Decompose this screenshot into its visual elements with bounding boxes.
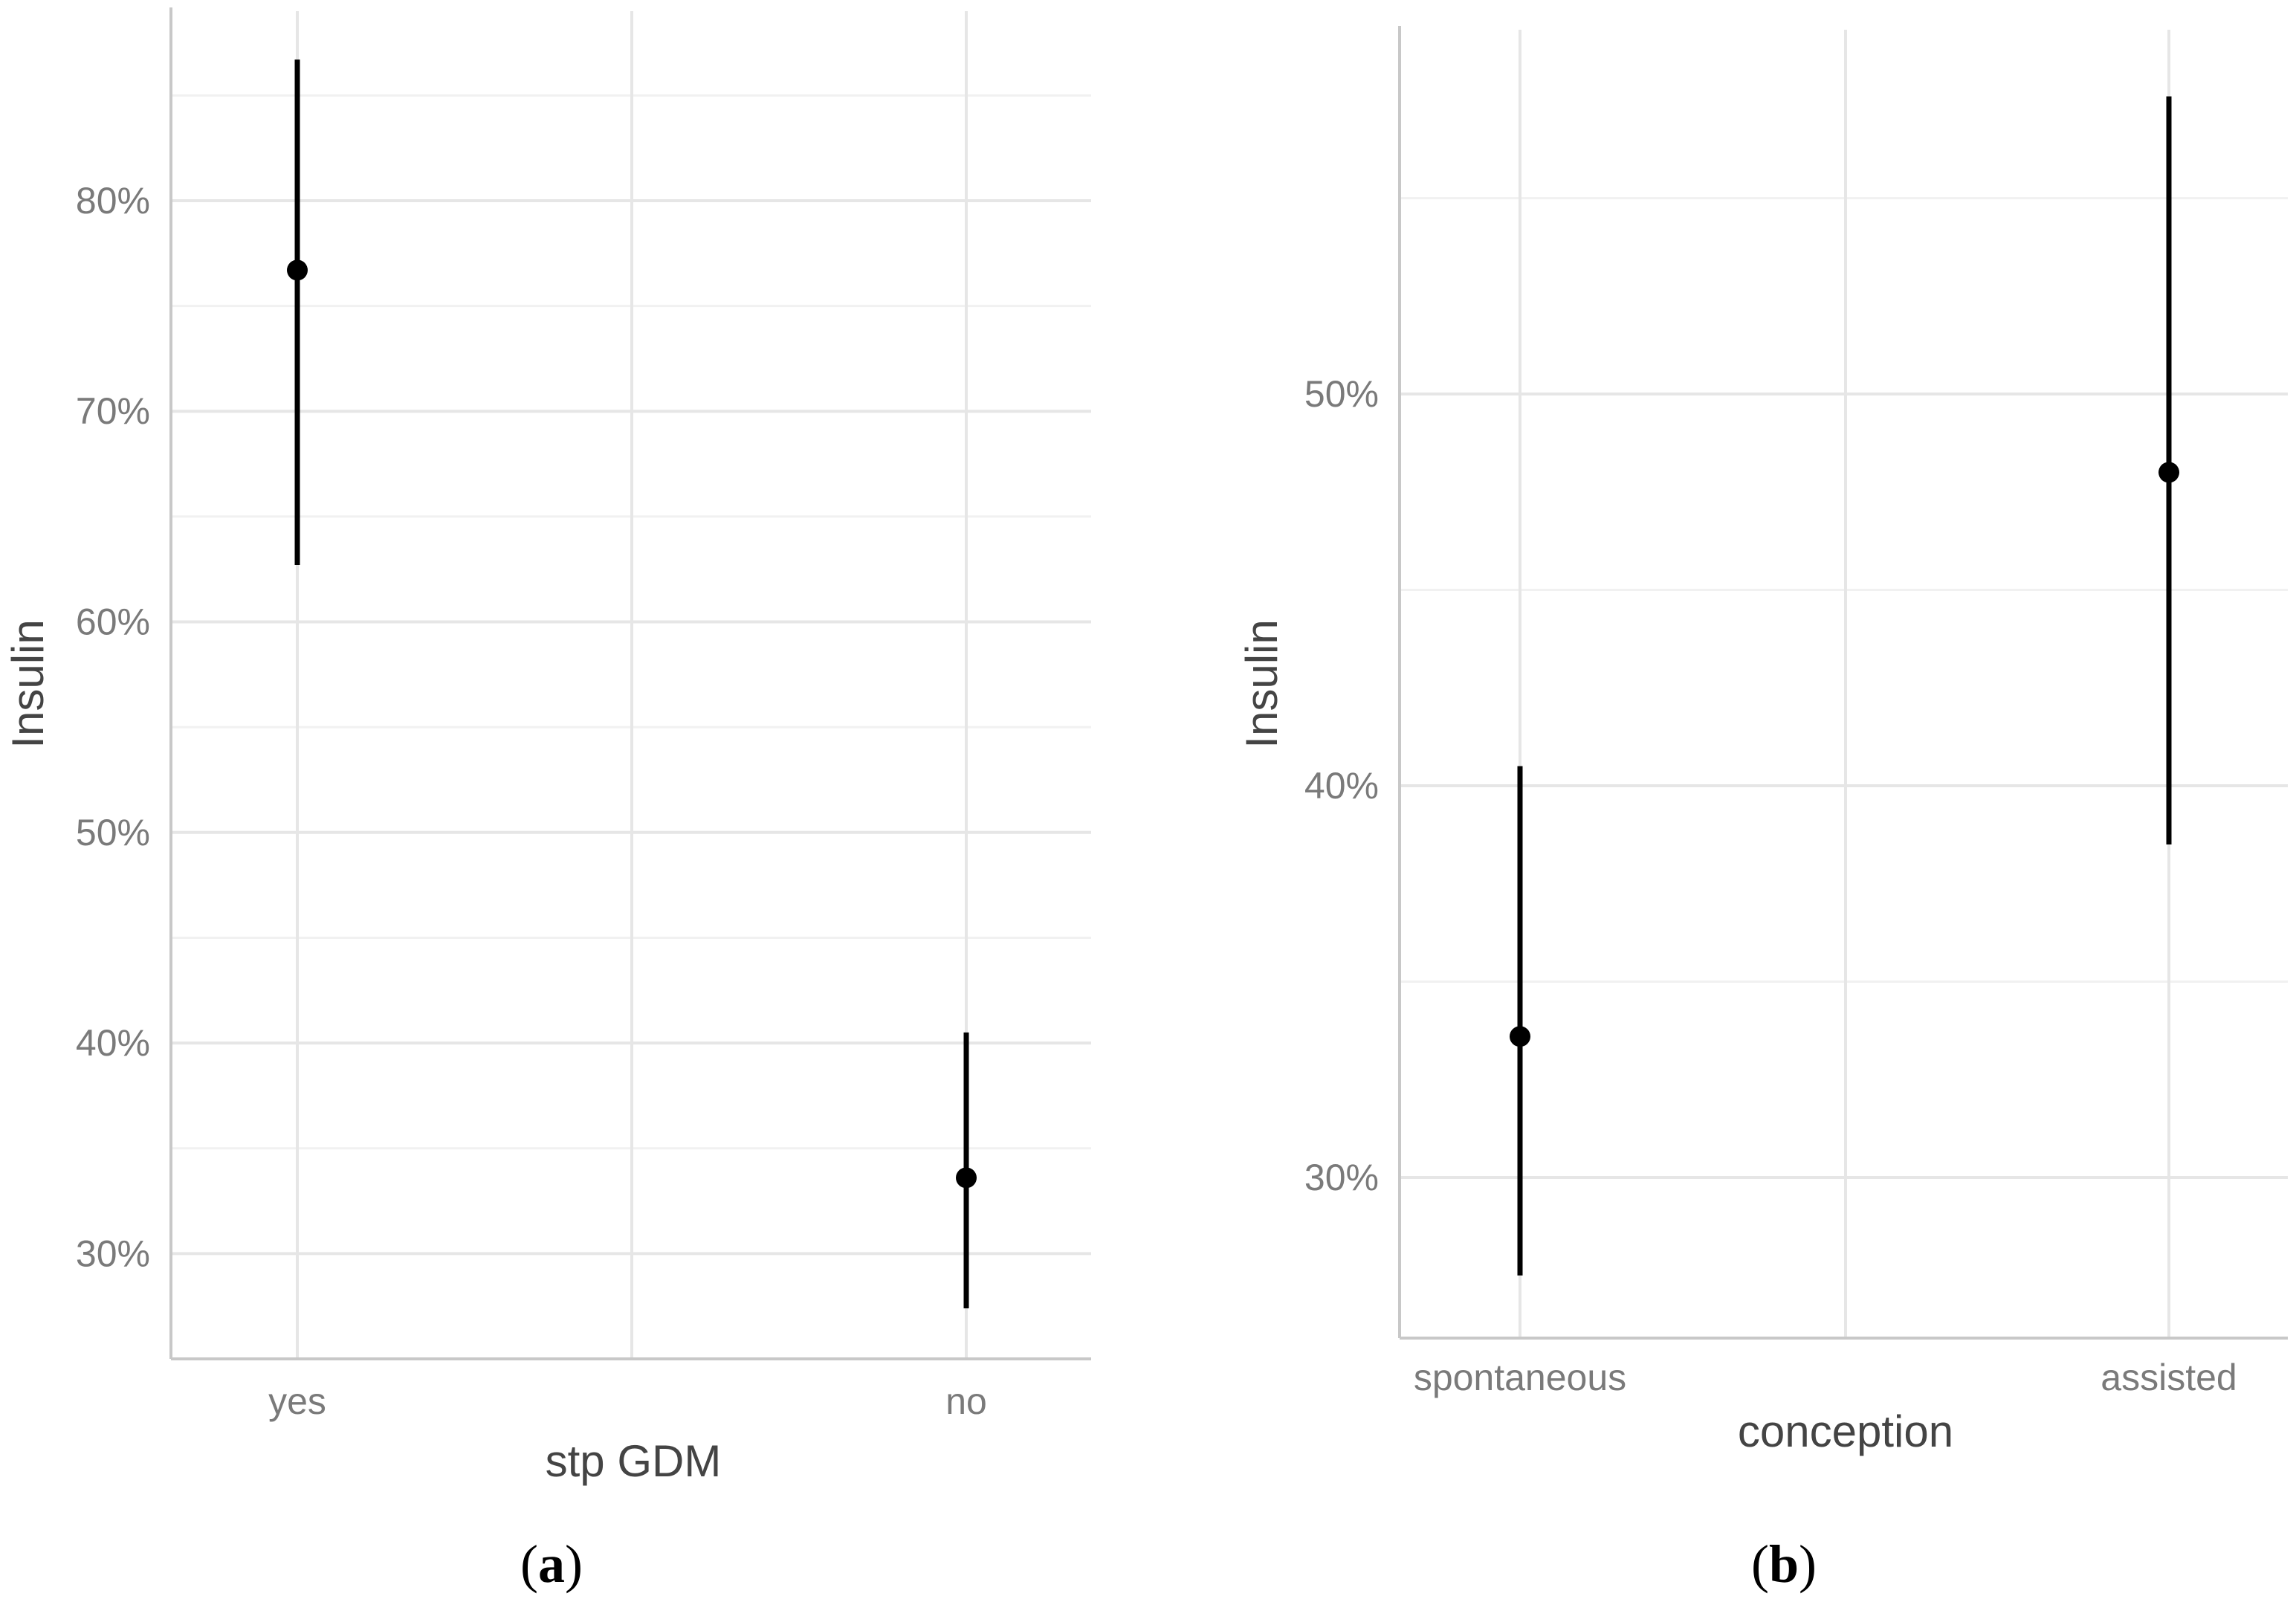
panel-b-y-tick-label: 50% xyxy=(1304,373,1379,415)
panel-a-x-tick-label: no xyxy=(945,1380,987,1422)
panel-b-tick-labels: 30% 40% 50% spontaneous assisted xyxy=(1304,373,2237,1398)
panel-b-x-tick-label: spontaneous xyxy=(1414,1357,1626,1398)
panel-a-y-tick-label: 70% xyxy=(76,390,150,432)
panel-b-y-tick-label: 30% xyxy=(1304,1157,1379,1198)
panel-a-marks xyxy=(287,59,977,1309)
panel-a-y-axis-title: Insulin xyxy=(3,619,53,748)
panel-a-x-axis-title: stp GDM xyxy=(546,1436,722,1486)
panel-a-x-tick-label: yes xyxy=(268,1380,326,1422)
panel-b-letter: b xyxy=(1769,1534,1799,1594)
panel-b-x-axis-title: conception xyxy=(1738,1406,1953,1456)
panel-a-letter: a xyxy=(538,1534,565,1594)
panel-a-point xyxy=(956,1167,977,1189)
panel-b-chart: 30% 40% 50% spontaneous assisted Insulin con… xyxy=(1237,26,2288,1594)
panel-b-axes xyxy=(1398,26,2288,1340)
panel-a-axes xyxy=(169,7,1091,1360)
panel-b-x-tick-label: assisted xyxy=(2101,1357,2237,1398)
panel-a-chart: 30%40%50%60%70%80%yes no Insulin stp GDM … xyxy=(3,7,1091,1594)
panel-b-point xyxy=(2158,462,2179,483)
panel-a-tick-labels: 30% 40% 50% 60% 70% 80% yes no xyxy=(76,180,987,1422)
panel-b-gridlines xyxy=(1400,30,2288,1338)
panel-a-point xyxy=(287,259,308,281)
panel-b-y-tick-label: 40% xyxy=(1304,765,1379,807)
panel-a-gridlines xyxy=(171,11,1091,1359)
panel-a-y-tick-label: 40% xyxy=(76,1022,150,1064)
panel-b-marks xyxy=(1510,96,2179,1276)
panel-a-y-tick-label: 80% xyxy=(76,180,150,222)
panel-a-label: (a) xyxy=(520,1534,583,1594)
panel-b-y-axis-title: Insulin xyxy=(1237,619,1287,748)
panel-b-label: (b) xyxy=(1751,1534,1817,1594)
panel-b-point xyxy=(1510,1026,1530,1047)
panel-a-y-tick-label: 30% xyxy=(76,1233,150,1274)
panel-a-y-tick-label: 50% xyxy=(76,812,150,853)
panel-a-y-tick-label: 60% xyxy=(76,601,150,643)
